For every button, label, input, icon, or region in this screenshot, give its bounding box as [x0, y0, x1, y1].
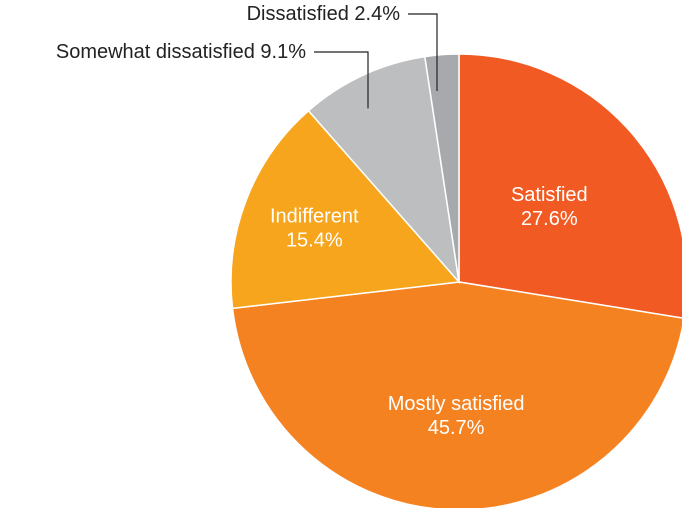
slice-value-satisfied: 27.6% [521, 208, 578, 230]
leader-line-dissatisfied [408, 13, 438, 91]
slice-label-somewhat-dissatisfied: Somewhat dissatisfied 9.1% [56, 41, 306, 63]
pie-slice-mostly-satisfied [231, 281, 682, 508]
slice-label-indifferent: Indifferent [270, 205, 359, 227]
pie-slice-indifferent [230, 109, 461, 310]
slice-value-mostly-satisfied: 45.7% [428, 417, 485, 439]
pie-slice-somewhat-dissatisfied [307, 55, 461, 285]
pie-slices [230, 53, 682, 508]
pie-slice-dissatisfied [423, 53, 460, 283]
slice-label-satisfied: Satisfied [511, 184, 588, 206]
slice-label-mostly-satisfied: Mostly satisfied [388, 393, 525, 415]
leader-line-somewhat-dissatisfied [314, 51, 369, 109]
pie-slice-satisfied [458, 53, 682, 319]
slice-label-dissatisfied: Dissatisfied 2.4% [247, 3, 401, 25]
slice-value-indifferent: 15.4% [286, 229, 343, 251]
